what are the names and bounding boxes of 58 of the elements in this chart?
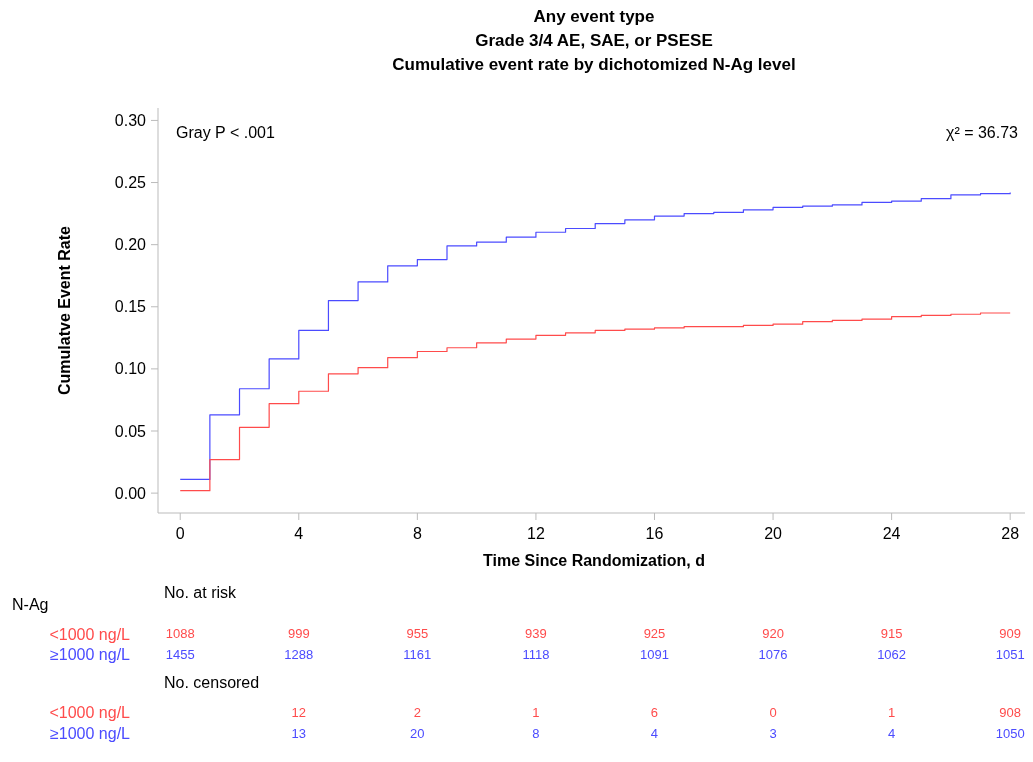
y-tick-label: 0.10 xyxy=(114,360,147,378)
text: N-Ag xyxy=(12,596,49,613)
x-tick-label: 12 xyxy=(527,525,545,542)
text: 999 xyxy=(287,626,310,641)
x-tick-label: 20 xyxy=(764,525,783,542)
annotation: Gray P < .001 xyxy=(176,124,275,141)
text: 1161 xyxy=(403,647,432,662)
text: 6 xyxy=(650,705,659,720)
x-tick-label: 16 xyxy=(645,525,664,542)
text: No. at risk xyxy=(164,584,238,601)
text: <1000 ng/L xyxy=(49,626,131,643)
x-tick-label: 0 xyxy=(175,525,185,542)
annotation: χ² = 36.73 xyxy=(946,124,1019,141)
text: 920 xyxy=(762,626,784,641)
x-tick-label: 4 xyxy=(294,525,304,542)
text: ≥1000 ng/L xyxy=(50,725,131,742)
text: 1088 xyxy=(165,626,195,641)
text: 1076 xyxy=(758,647,788,662)
chart-subtitle: Grade 3/4 AE, SAE, or PSESE Cumulative event rate by dichotomized N-Ag level xyxy=(392,31,796,74)
text: 20 xyxy=(410,726,425,741)
text: 4 xyxy=(650,726,659,741)
text: 909 xyxy=(999,626,1022,641)
x-tick-label: 24 xyxy=(882,525,901,542)
y-tick-label: 0.15 xyxy=(114,298,147,316)
text: 4 xyxy=(888,726,896,741)
text: 1118 xyxy=(522,647,550,662)
text: No. censored xyxy=(164,674,260,691)
text: 1288 xyxy=(284,647,314,662)
x-tick-label: 28 xyxy=(1001,525,1020,542)
text: 0 xyxy=(769,705,777,720)
text: 1051 xyxy=(995,647,1025,662)
text: 915 xyxy=(880,626,903,641)
text: 908 xyxy=(999,705,1022,720)
text: 1062 xyxy=(877,647,907,662)
text: 1091 xyxy=(640,647,669,662)
text: <1000 ng/L xyxy=(49,704,131,721)
y-tick-label: 0.30 xyxy=(114,112,147,130)
text: 939 xyxy=(525,626,547,641)
x-axis-title: Time Since Randomization, d xyxy=(483,552,705,569)
text: 1455 xyxy=(165,647,195,662)
y-tick-label: 0.25 xyxy=(114,174,147,192)
text: 1050 xyxy=(995,726,1025,741)
text: ≥1000 ng/L xyxy=(50,646,131,663)
text: 925 xyxy=(643,626,666,641)
text: 2 xyxy=(413,705,421,720)
y-tick-label: 0.00 xyxy=(114,484,147,502)
y-axis-title: Cumulatve Event Rate xyxy=(56,225,73,395)
chart-title: Any event type xyxy=(533,7,655,26)
text: 8 xyxy=(532,726,540,741)
text: 1 xyxy=(888,705,896,720)
text: 955 xyxy=(406,626,429,641)
text: 1 xyxy=(532,705,540,720)
y-tick-label: 0.05 xyxy=(114,422,147,440)
text: 3 xyxy=(769,726,777,741)
text: 12 xyxy=(291,705,307,720)
y-tick-label: 0.20 xyxy=(114,236,147,254)
x-tick-label: 8 xyxy=(412,525,422,542)
text: 13 xyxy=(291,726,307,741)
